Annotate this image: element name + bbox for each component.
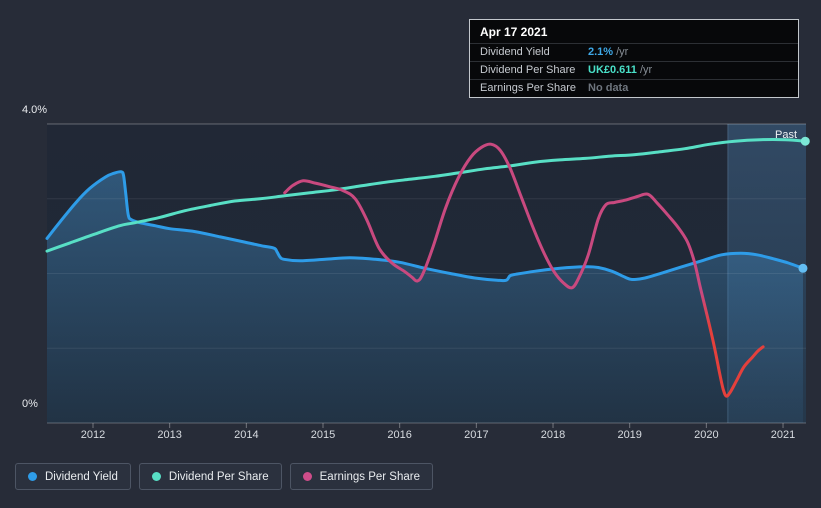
legend-item-label: Dividend Yield xyxy=(45,470,118,483)
x-axis-label: 2017 xyxy=(464,429,489,441)
x-axis-label: 2016 xyxy=(387,429,412,441)
tooltip-row-label: Earnings Per Share xyxy=(480,82,576,94)
dividend-yield-dot-icon xyxy=(28,472,37,481)
x-axis-label: 2020 xyxy=(694,429,719,441)
x-axis-label: 2018 xyxy=(540,429,566,441)
x-axis-label: 2015 xyxy=(310,429,336,441)
legend-item-label: Earnings Per Share xyxy=(319,470,420,483)
tooltip-row-dividend-per-share: Dividend Per Share UK£0.611/yr xyxy=(470,61,798,79)
series-line-dividend-per-share xyxy=(45,137,807,253)
legend-item-earnings-per-share[interactable]: Earnings Per Share xyxy=(289,463,433,490)
x-axis-label: 2014 xyxy=(234,429,259,441)
legend-item-dividend-per-share[interactable]: Dividend Per Share xyxy=(138,463,282,490)
series-line-dividend-yield xyxy=(45,170,805,283)
tooltip-row-label: Dividend Yield xyxy=(480,46,550,58)
legend-item-dividend-yield[interactable]: Dividend Yield xyxy=(15,463,131,490)
tooltip-row-value: 2.1%/yr xyxy=(588,46,629,58)
tooltip-row-earnings-per-share: Earnings Per Share No data xyxy=(470,79,798,97)
x-axis-label: 2021 xyxy=(770,429,796,441)
y-axis-label-bottom: 0% xyxy=(22,398,38,410)
dividend-yield-area xyxy=(47,171,803,423)
tooltip-row-value: UK£0.611/yr xyxy=(588,64,653,76)
tooltip-row-label: Dividend Per Share xyxy=(480,64,576,76)
dividend-per-share-dot-icon xyxy=(151,472,161,481)
past-label: Past xyxy=(774,129,797,141)
legend: Dividend Yield Dividend Per Share Earnin… xyxy=(15,463,433,490)
tooltip: Apr 17 2021 Dividend Yield 2.1%/yr Divid… xyxy=(469,19,799,98)
legend-item-label: Dividend Per Share xyxy=(168,470,269,483)
tooltip-date: Apr 17 2021 xyxy=(480,25,548,39)
x-axis-label: 2019 xyxy=(617,429,642,441)
series-end-dot-dividend-yield xyxy=(798,263,808,273)
earnings-per-share-dot-icon xyxy=(302,472,312,481)
x-axis-label: 2013 xyxy=(157,429,182,441)
tooltip-row-value: No data xyxy=(588,82,629,94)
series-end-dot-dividend-per-share xyxy=(800,136,810,146)
tooltip-row-dividend-yield: Dividend Yield 2.1%/yr xyxy=(470,43,798,61)
series-line-earnings-per-share xyxy=(283,142,765,398)
y-axis-label-top: 4.0% xyxy=(22,104,48,116)
x-axis-label: 2012 xyxy=(80,429,106,441)
